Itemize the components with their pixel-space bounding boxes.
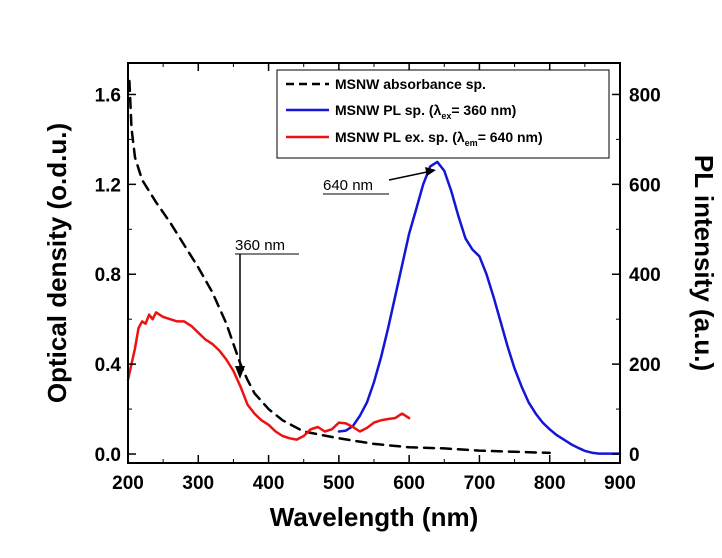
legend-pl-lambda: λ: [434, 102, 442, 118]
series-pl-ex: [126, 311, 411, 441]
y-right-tick-label: 600: [629, 175, 661, 196]
x-tick-label-900: 900: [604, 473, 636, 494]
x-tick-label-500: 500: [323, 473, 355, 494]
y-left-tick-label: 0.4: [95, 355, 122, 376]
x-tick-label-200: 200: [112, 473, 144, 494]
annotation-640-arrow: [388, 171, 428, 181]
y-left-tick-label: 1.2: [95, 175, 121, 196]
legend-plex-suffix: = 640 nm): [478, 129, 543, 145]
y-axis-title-right: PL intensity (a.u.): [689, 155, 719, 371]
x-axis-title: Wavelength (nm): [270, 502, 478, 532]
curves-layer: [126, 79, 622, 455]
annotation-360-arrowhead: [235, 366, 245, 379]
x-tick-label-300: 300: [182, 473, 214, 494]
annotation-640: 640 nm: [323, 167, 436, 195]
y-left-tick-label: 1.6: [95, 85, 121, 106]
legend-label-pl: MSNW PL sp. (λex= 360 nm): [335, 102, 516, 121]
legend-plex-lambda: λ: [457, 129, 465, 145]
y-right-tick-label: 200: [629, 355, 661, 376]
y-right-tick-label: 0: [629, 445, 640, 466]
x-tick-label-700: 700: [464, 473, 496, 494]
annotation-640-arrowhead: [425, 167, 436, 176]
y-right-tick-label: 800: [629, 85, 661, 106]
legend-label-plex: MSNW PL ex. sp. (λem= 640 nm): [335, 129, 543, 148]
annotation-360: 360 nm: [235, 237, 299, 379]
legend-box: [276, 69, 610, 159]
x-tick-label-800: 800: [534, 473, 566, 494]
y-right-tick-label: 400: [629, 265, 661, 286]
legend-plex-prefix: MSNW PL ex. sp. (: [335, 129, 457, 145]
x-tick-label-400: 400: [253, 473, 285, 494]
y-axis-title-left: Optical density (o.d.u.): [42, 123, 72, 403]
legend: MSNW absorbance sp. MSNW PL sp. (λex= 36…: [276, 69, 610, 159]
annotation-360-label: 360 nm: [235, 237, 285, 254]
x-tick-label-600: 600: [393, 473, 425, 494]
series-pl: [337, 160, 622, 455]
annotation-640-label: 640 nm: [323, 177, 373, 194]
legend-pl-prefix: MSNW PL sp. (: [335, 102, 434, 118]
y-left-tick-label: 0.8: [95, 265, 121, 286]
series-absorbance: [128, 79, 551, 455]
y-left-tick-label: 0.0: [95, 445, 121, 466]
legend-pl-sub: ex: [441, 111, 451, 121]
legend-label-absorbance: MSNW absorbance sp.: [335, 76, 486, 92]
legend-pl-suffix: = 360 nm): [451, 102, 516, 118]
legend-plex-sub: em: [465, 138, 478, 148]
ticks-layer: 200 300 400 500 600 700 800 900 0.0 0.4 0.8 1.2 1.6 0…: [95, 63, 661, 494]
